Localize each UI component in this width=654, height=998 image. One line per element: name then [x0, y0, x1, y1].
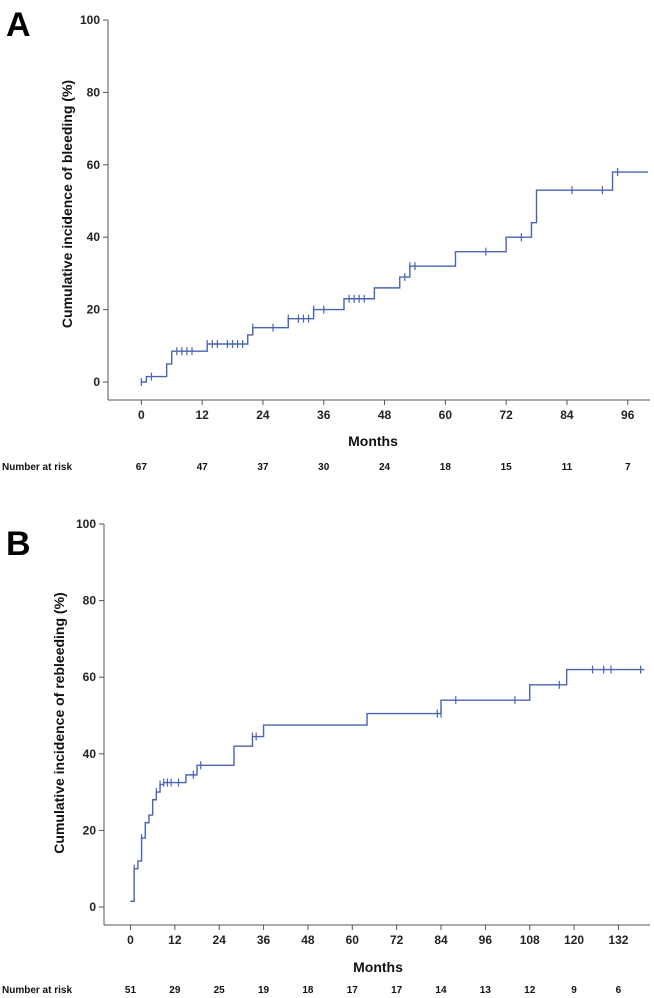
panel-a-x-tick-label: 72 [499, 408, 513, 422]
panel-a-y-tick-label: 100 [80, 13, 100, 27]
panel-b-x-tick-label: 108 [520, 933, 540, 947]
panel-b-at-risk-label: Number at risk [2, 985, 72, 996]
panel-a-x-tick-label: 0 [138, 408, 145, 422]
panel-b-x-tick-label: 48 [301, 933, 315, 947]
panel-b-y-tick-label: 40 [83, 747, 97, 761]
panel-b-x-tick-label: 24 [213, 933, 227, 947]
panel-a-step-curve [141, 171, 648, 383]
panel-a-at-risk-value: 18 [440, 462, 452, 473]
panel-b-y-tick-label: 60 [83, 670, 97, 684]
panel-a-at-risk-value: 24 [379, 462, 391, 473]
panel-a-chart: A Cumulative incidence of bleeding (%) M… [2, 6, 650, 473]
panel-b-x-tick-label: 12 [168, 933, 182, 947]
panel-b-x-tick-label: 0 [127, 933, 134, 947]
panel-a-at-risk-value: 67 [136, 462, 148, 473]
panel-b-y-tick-label: 100 [76, 517, 96, 531]
panel-b-y-tick-label: 0 [89, 900, 96, 914]
panel-b-x-axis-title: Months [353, 959, 403, 975]
panel-a-axes: 0 20 40 60 80 100 0 67 12 47 24 37 36 30 48 24 60 18 72 15 8… [80, 13, 650, 473]
panel-a-at-risk-value: 30 [318, 462, 330, 473]
panel-a-y-tick-label: 80 [87, 85, 101, 99]
panel-b-letter: B [6, 525, 31, 563]
panel-a-x-tick-label: 12 [195, 408, 209, 422]
panel-a-at-risk-value: 7 [625, 462, 631, 473]
panel-b-y-tick-label: 20 [83, 823, 97, 837]
panel-b-x-tick-label: 84 [434, 933, 448, 947]
panel-b-at-risk-value: 14 [435, 985, 447, 996]
panel-a-y-tick-label: 40 [87, 230, 101, 244]
panel-b-at-risk-value: 13 [480, 985, 492, 996]
panel-b-at-risk-value: 17 [347, 985, 359, 996]
panel-a-y-axis-title: Cumulative incidence of bleeding (%) [59, 80, 75, 328]
panel-b-chart: B Cumulative incidence of rebleeding (%)… [2, 517, 650, 996]
panel-a-y-tick-label: 20 [87, 303, 101, 317]
panel-b-x-tick-label: 96 [479, 933, 493, 947]
panel-b-at-risk-value: 17 [391, 985, 403, 996]
panel-a-x-axis-title: Months [348, 433, 398, 449]
panel-b-at-risk-value: 12 [524, 985, 536, 996]
panel-b-at-risk-value: 51 [125, 985, 137, 996]
panel-a-at-risk-value: 11 [562, 462, 573, 473]
panel-a-x-tick-label: 96 [621, 408, 635, 422]
panel-a-at-risk-value: 37 [257, 462, 269, 473]
panel-b-x-tick-label: 72 [390, 933, 404, 947]
panel-a-y-tick-label: 60 [87, 158, 101, 172]
panel-b-at-risk-value: 25 [214, 985, 226, 996]
panel-a-y-tick-label: 0 [93, 375, 100, 389]
panel-a-at-risk-value: 15 [501, 462, 513, 473]
panel-b-step-curve [130, 668, 645, 902]
panel-a-curve-group [140, 168, 648, 386]
panel-b-at-risk-value: 19 [258, 985, 270, 996]
panel-b-x-tick-label: 60 [346, 933, 360, 947]
panel-b-curve-group [130, 665, 645, 902]
panel-a-x-tick-label: 24 [256, 408, 270, 422]
panel-a-x-tick-label: 60 [439, 408, 453, 422]
panel-b-x-tick-label: 36 [257, 933, 271, 947]
panel-b-y-tick-label: 80 [83, 594, 97, 608]
panel-b-at-risk-value: 6 [616, 985, 622, 996]
panel-b-at-risk-value: 18 [302, 985, 314, 996]
panel-b-at-risk-value: 9 [571, 985, 577, 996]
panel-a-letter: A [6, 6, 31, 44]
panel-a-x-tick-label: 36 [317, 408, 331, 422]
panel-a-at-risk-label: Number at risk [2, 462, 72, 473]
panel-a-x-tick-label: 48 [378, 408, 392, 422]
panel-a-x-tick-label: 84 [560, 408, 574, 422]
panel-b-x-tick-label: 132 [608, 933, 628, 947]
panel-b-at-risk-value: 29 [169, 985, 181, 996]
panel-a-at-risk-value: 47 [197, 462, 209, 473]
panel-b-x-tick-label: 120 [564, 933, 584, 947]
panel-b-axes: 0 20 40 60 80 100 0 51 12 29 24 25 36 19 48 18 60 17 72 17 8… [76, 517, 650, 996]
panel-b-y-axis-title: Cumulative incidence of rebleeding (%) [51, 592, 67, 853]
